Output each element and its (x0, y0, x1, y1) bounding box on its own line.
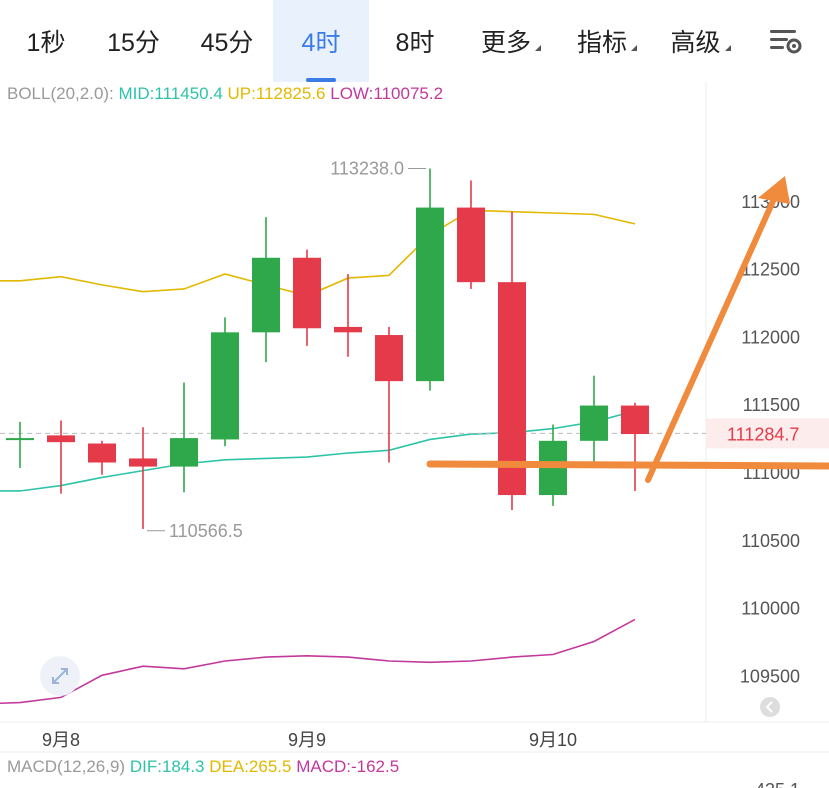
candle (375, 326, 403, 463)
tab-label: 45分 (200, 29, 254, 57)
macd-name: MACD(12,26,9) (7, 757, 126, 776)
candle-body (621, 405, 649, 435)
candle (498, 211, 526, 510)
candle-body (457, 207, 485, 283)
candle (621, 402, 649, 491)
candle (170, 382, 198, 493)
chart-settings-icon[interactable] (748, 0, 824, 82)
tab-label: 4时 (301, 29, 341, 57)
candle (211, 317, 239, 447)
candle-body (88, 443, 116, 463)
annotation-horizontal-line (426, 460, 829, 470)
expand-icon[interactable] (40, 656, 80, 696)
dropdown-caret-icon (631, 45, 637, 51)
candle-body (498, 282, 526, 496)
chevron-left-icon[interactable] (760, 697, 780, 717)
tab-label: 指标 (576, 29, 627, 57)
annotation-arrow-shaft (645, 187, 781, 483)
candle-body (580, 405, 608, 441)
expand-icon-glyph (52, 668, 68, 684)
candle (334, 274, 362, 357)
tab-2[interactable]: 45分 (181, 0, 273, 82)
boll-mid-value: MID:111450.4 (118, 84, 223, 103)
macd-legend: MACD(12,26,9) DIF:184.3 DEA:265.5 MACD:-… (7, 757, 399, 777)
current-price-badge (706, 418, 829, 449)
chevron-glyph (765, 701, 773, 713)
x-tick-label: 9月8 (42, 730, 80, 750)
tab-label: 高级 (670, 29, 721, 57)
candle-body (375, 335, 403, 382)
active-tab-indicator (306, 78, 336, 82)
candle (47, 420, 75, 494)
y-tick-label: 110500 (741, 531, 800, 551)
tab-label: 更多 (480, 29, 531, 57)
x-tick-label: 9月9 (288, 730, 326, 750)
candle-body (334, 326, 362, 333)
boll-up-value: UP:112825.6 (227, 84, 326, 103)
interval-tabs: 1秒 15分 45分 4时 8时 更多 指标 高级 (0, 0, 829, 82)
dropdown-caret-icon (535, 45, 541, 51)
chevron-bg (760, 697, 780, 717)
candle (580, 375, 608, 467)
candle (293, 249, 321, 346)
macd-macd-value: MACD:-162.5 (296, 757, 400, 776)
y-tick-label: 112500 (741, 260, 800, 280)
candle-body (293, 257, 321, 329)
max-annotation-label: 113238.0 (330, 159, 404, 179)
macd-axis-label: 435.1 (755, 780, 800, 788)
candle-body (129, 458, 157, 467)
tab-1[interactable]: 15分 (86, 0, 181, 82)
y-tick-label: 111500 (743, 395, 800, 415)
dropdown-caret-icon (724, 45, 731, 51)
boll-name: BOLL(20,2.0): (7, 84, 114, 103)
candle-body (170, 438, 198, 467)
y-tick-label: 112000 (741, 327, 800, 347)
y-tick-label: 110000 (741, 599, 800, 619)
macd-dea-value: DEA:265.5 (209, 757, 292, 776)
y-tick-label: 109500 (740, 666, 800, 686)
tab-6[interactable]: 指标 (561, 0, 653, 82)
tab-label: 8时 (395, 29, 435, 57)
macd-dif-value: DIF:184.3 (129, 757, 205, 776)
candle (457, 180, 485, 289)
annotation-arrow-head (758, 176, 790, 204)
tab-4[interactable]: 8时 (369, 0, 461, 82)
x-tick-label: 9月10 (529, 730, 577, 750)
candle-body (416, 207, 444, 382)
candle (416, 168, 444, 391)
candle (129, 427, 157, 529)
candle (252, 217, 280, 363)
tab-7[interactable]: 高级 (653, 0, 748, 82)
tab-label: 1秒 (26, 29, 66, 57)
current-price-label: 111284.7 (727, 424, 799, 444)
tab-3[interactable]: 4时 (273, 0, 369, 82)
candle-body (211, 332, 239, 440)
candle-body (252, 257, 280, 333)
tab-label: 15分 (107, 29, 160, 57)
candle-body (47, 435, 75, 443)
candle (88, 440, 116, 475)
boll-low-value: LOW:110075.2 (330, 84, 444, 103)
candle-body (6, 438, 34, 441)
tab-0[interactable]: 1秒 (6, 0, 86, 82)
macd-dif-line (0, 618, 636, 705)
boll-legend: BOLL(20,2.0): MID:111450.4 UP:112825.6 L… (7, 84, 443, 104)
tab-5[interactable]: 更多 (461, 0, 561, 82)
candle (6, 421, 34, 468)
min-annotation-label: 110566.5 (169, 521, 243, 541)
